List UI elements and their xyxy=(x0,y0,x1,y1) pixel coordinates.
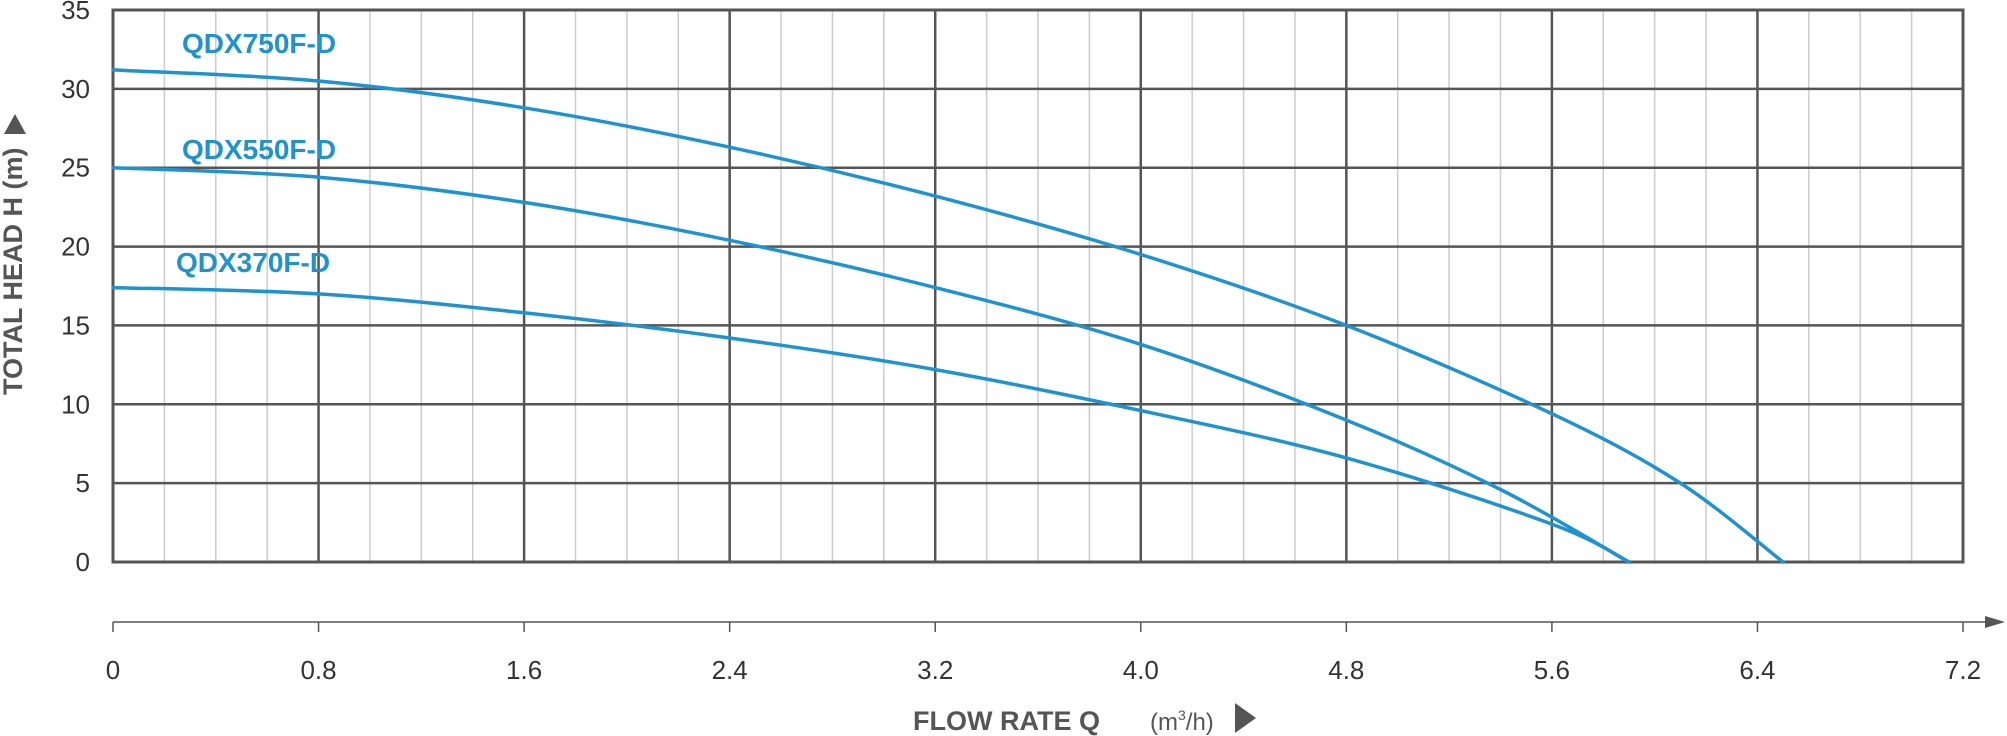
series-line-qdx370f-d xyxy=(111,285,1631,564)
y-tick-label: 5 xyxy=(76,468,90,498)
y-tick-label: 30 xyxy=(61,74,90,104)
y-tick-label: 10 xyxy=(61,389,90,419)
x-unit-end: /h) xyxy=(1186,709,1214,736)
x-tick-label: 4.0 xyxy=(1123,655,1159,685)
series-lines xyxy=(111,68,1785,564)
y-tick-label: 25 xyxy=(61,153,90,183)
x-axis-title-arrow-icon xyxy=(1235,703,1256,733)
x-tick-label: 1.6 xyxy=(506,655,542,685)
x-tick-label: 5.6 xyxy=(1534,655,1570,685)
minor-gridlines xyxy=(163,10,1913,562)
x-axis-arrow-icon xyxy=(1985,616,2005,628)
x-tick-label: 4.8 xyxy=(1328,655,1364,685)
x-axis-unit: (m3/h) xyxy=(1150,707,1214,736)
series-label-qdx750f-d: QDX750F-D xyxy=(182,28,336,59)
x-tick-label: 3.2 xyxy=(917,655,953,685)
y-tick-label: 20 xyxy=(61,232,90,262)
y-tick-label: 35 xyxy=(61,0,90,25)
x-unit-superscript: 3 xyxy=(1178,707,1186,723)
x-axis-title: FLOW RATE Q xyxy=(913,706,1100,736)
x-axis xyxy=(112,616,2005,632)
y-axis-title: TOTAL HEAD H (m) xyxy=(0,148,28,396)
x-tick-label: 6.4 xyxy=(1739,655,1775,685)
x-tick-labels: 0 0.8 1.6 2.4 3.2 4.0 4.8 5.6 6.4 7.2 xyxy=(106,655,1981,685)
y-tick-label: 0 xyxy=(76,547,90,577)
y-axis-arrow-icon xyxy=(4,114,26,134)
y-axis-title-group: TOTAL HEAD H (m) xyxy=(0,148,28,396)
y-tick-labels: 0 5 10 15 20 25 30 35 xyxy=(61,0,90,577)
x-tick-label: 2.4 xyxy=(712,655,748,685)
series-label-qdx550f-d: QDX550F-D xyxy=(182,134,336,165)
series-line-qdx550f-d xyxy=(111,165,1631,564)
series-label-qdx370f-d: QDX370F-D xyxy=(176,247,330,278)
x-tick-label: 0 xyxy=(106,655,120,685)
x-tick-label: 0.8 xyxy=(300,655,336,685)
y-tick-label: 15 xyxy=(61,310,90,340)
x-tick-label: 7.2 xyxy=(1945,655,1981,685)
series-line-qdx750f-d xyxy=(111,68,1785,564)
x-unit-base: (m xyxy=(1150,709,1178,736)
